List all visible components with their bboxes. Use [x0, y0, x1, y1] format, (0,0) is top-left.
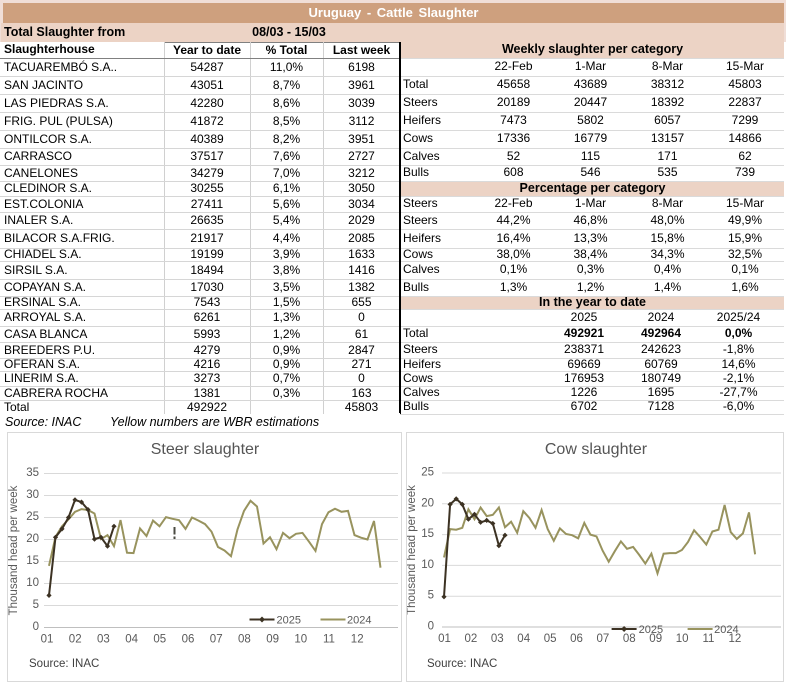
svg-text:01: 01	[41, 634, 54, 646]
svg-text:2024: 2024	[347, 615, 371, 627]
svg-text:06: 06	[182, 634, 195, 646]
svg-text:10: 10	[26, 577, 39, 589]
svg-text:15: 15	[26, 555, 39, 567]
svg-text:2025: 2025	[639, 624, 663, 636]
svg-text:2025: 2025	[277, 615, 301, 627]
svg-text:Source: INAC: Source: INAC	[29, 658, 99, 670]
svg-text:04: 04	[517, 633, 530, 645]
svg-text:25: 25	[26, 511, 39, 523]
svg-text:03: 03	[491, 633, 504, 645]
svg-text:10: 10	[294, 634, 307, 646]
svg-text:Thousand head per week: Thousand head per week	[407, 485, 418, 615]
svg-text:10: 10	[421, 559, 434, 571]
svg-text:20: 20	[421, 497, 434, 509]
svg-text:12: 12	[729, 633, 742, 645]
svg-text:Thousand head per week: Thousand head per week	[8, 485, 20, 615]
svg-text:Source: INAC: Source: INAC	[427, 658, 497, 670]
svg-text:08: 08	[238, 634, 251, 646]
svg-text:07: 07	[210, 634, 223, 646]
svg-text:25: 25	[421, 467, 434, 479]
svg-text:11: 11	[703, 633, 715, 645]
svg-text:10: 10	[676, 633, 689, 645]
svg-text:15: 15	[421, 528, 434, 540]
svg-text:02: 02	[69, 634, 82, 646]
svg-text:06: 06	[570, 633, 583, 645]
svg-text:0: 0	[428, 621, 434, 633]
svg-text:05: 05	[544, 633, 557, 645]
svg-text:05: 05	[153, 634, 166, 646]
svg-text:20: 20	[26, 533, 39, 545]
svg-text:02: 02	[465, 633, 478, 645]
svg-text:01: 01	[438, 633, 451, 645]
svg-text:Steer slaughter: Steer slaughter	[151, 441, 260, 458]
svg-text:03: 03	[97, 634, 110, 646]
svg-text:07: 07	[597, 633, 610, 645]
svg-text:35: 35	[26, 467, 39, 479]
svg-text:04: 04	[125, 634, 138, 646]
svg-text:30: 30	[26, 489, 39, 501]
svg-text:11: 11	[323, 634, 335, 646]
svg-text:5: 5	[33, 599, 39, 611]
svg-text:09: 09	[649, 633, 662, 645]
svg-text:5: 5	[428, 590, 434, 602]
svg-text:2024: 2024	[714, 624, 738, 636]
svg-text:09: 09	[266, 634, 279, 646]
svg-text:12: 12	[351, 634, 364, 646]
svg-text:Cow slaughter: Cow slaughter	[545, 441, 648, 458]
svg-text:0: 0	[33, 621, 39, 633]
svg-text:08: 08	[623, 633, 636, 645]
